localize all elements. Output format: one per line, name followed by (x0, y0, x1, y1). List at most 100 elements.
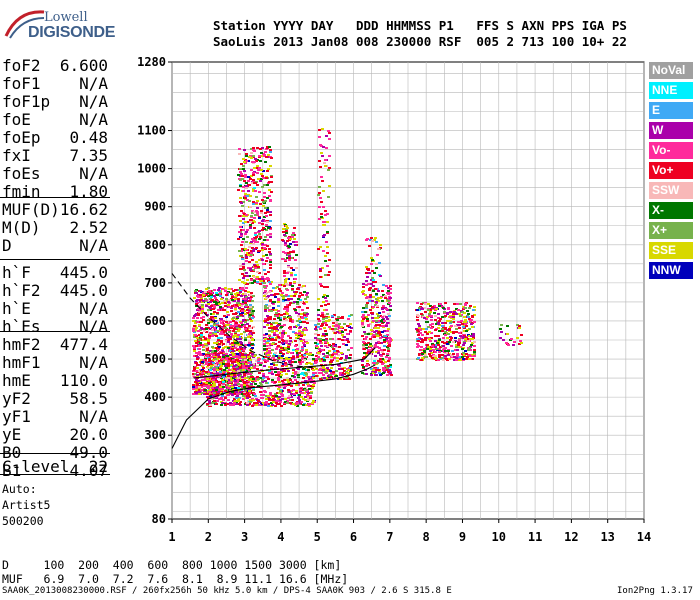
echo-point (223, 371, 226, 373)
echo-point (237, 398, 240, 400)
echo-point (429, 348, 432, 350)
echo-point (372, 296, 375, 298)
echo-point (326, 352, 329, 354)
echo-point (382, 305, 385, 307)
echo-point (447, 350, 450, 352)
echo-point (455, 357, 458, 359)
echo-point (305, 369, 308, 371)
echo-point (272, 357, 275, 359)
echo-point (425, 321, 428, 323)
echo-point (336, 357, 339, 359)
echo-point (301, 357, 304, 359)
echo-point (252, 310, 255, 312)
echo-point (336, 350, 339, 352)
echo-point (322, 190, 325, 192)
echo-point (473, 306, 476, 308)
echo-point (457, 344, 460, 346)
echo-point (336, 331, 339, 333)
echo-point (253, 276, 256, 278)
echo-point (500, 331, 503, 333)
echo-point (442, 345, 445, 347)
echo-point (384, 361, 387, 363)
echo-point (251, 317, 254, 319)
echo-point (267, 322, 270, 324)
echo-point (231, 391, 234, 393)
echo-point (229, 402, 232, 404)
echo-point (321, 312, 324, 314)
echo-point (215, 403, 218, 405)
echo-point (335, 322, 338, 324)
echo-point (238, 148, 241, 150)
echo-point (384, 335, 387, 337)
echo-point (266, 211, 269, 213)
echo-point (259, 236, 262, 238)
echo-point (276, 315, 279, 317)
echo-point (269, 259, 272, 261)
echo-point (244, 354, 247, 356)
echo-point (312, 372, 315, 374)
echo-point (215, 292, 218, 294)
echo-point (258, 155, 261, 157)
x-tick-label: 6 (350, 530, 357, 544)
echo-point (345, 355, 348, 357)
echo-point (251, 343, 254, 345)
echo-point (320, 358, 323, 360)
echo-point (381, 300, 384, 302)
echo-point (272, 401, 275, 403)
echo-point (214, 358, 217, 360)
echo-point (278, 288, 281, 290)
echo-point (377, 369, 380, 371)
echo-point (387, 360, 390, 362)
echo-point (193, 297, 196, 299)
echo-point (257, 400, 260, 402)
echo-point (319, 360, 322, 362)
echo-point (250, 376, 253, 378)
echo-point (222, 354, 225, 356)
echo-point (245, 370, 248, 372)
echo-point (305, 318, 308, 320)
echo-point (419, 329, 422, 331)
echo-point (268, 291, 271, 293)
echo-point (286, 257, 289, 259)
echo-point (260, 403, 263, 405)
echo-point (332, 373, 335, 375)
echo-point (247, 376, 250, 378)
echo-point (216, 362, 219, 364)
echo-point (243, 331, 246, 333)
echo-point (229, 392, 232, 394)
echo-point (306, 292, 309, 294)
echo-point (206, 403, 209, 405)
echo-point (195, 387, 198, 389)
echo-point (316, 343, 319, 345)
echo-point (438, 356, 441, 358)
echo-point (244, 337, 247, 339)
echo-point (387, 287, 390, 289)
echo-point (249, 206, 252, 208)
echo-point (387, 313, 390, 315)
echo-point (210, 381, 213, 383)
echo-point (377, 327, 380, 329)
echo-point (214, 317, 217, 319)
echo-point (457, 321, 460, 323)
echo-point (247, 336, 250, 338)
echo-point (385, 356, 388, 358)
param-row: hmE 110.0 (2, 371, 108, 390)
echo-point (282, 349, 285, 351)
echo-point (281, 239, 284, 241)
echo-point (204, 375, 207, 377)
echo-point (381, 290, 384, 292)
echo-point (205, 294, 208, 296)
param-row: B0 49.0 (2, 443, 108, 462)
echo-point (205, 331, 208, 333)
echo-point (374, 317, 377, 319)
echo-point (345, 344, 348, 346)
echo-point (236, 359, 239, 361)
echo-point (274, 381, 277, 383)
echo-point (246, 252, 249, 254)
y-tick-label: 1280 (137, 55, 166, 69)
echo-point (455, 344, 458, 346)
echo-point (456, 303, 459, 305)
echo-point (229, 325, 232, 327)
echo-point (218, 287, 221, 289)
echo-point (249, 178, 252, 180)
